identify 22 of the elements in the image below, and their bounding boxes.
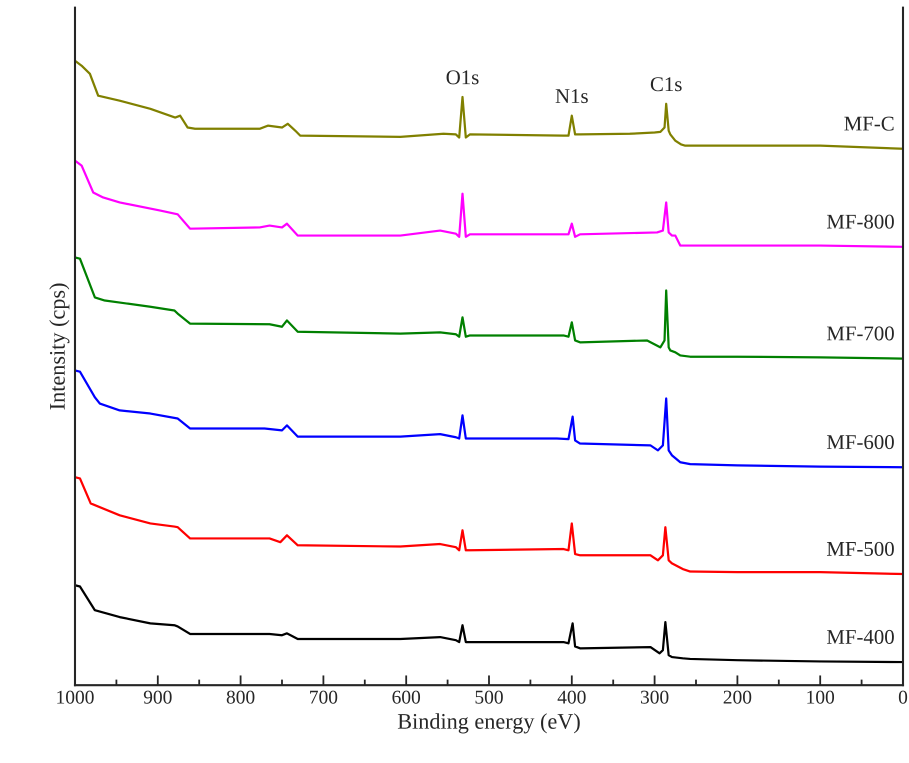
series-label: MF-500 [826, 542, 894, 556]
x-tick-label: 600 [392, 690, 420, 704]
x-tick-label: 1000 [57, 690, 94, 704]
annotation: N1s [556, 89, 588, 104]
annotation: O1s [446, 70, 479, 84]
x-tick-label: 100 [807, 690, 834, 704]
x-tick-label: 0 [898, 690, 908, 704]
x-tick-label: 800 [226, 690, 254, 704]
series-label: MF-600 [826, 435, 894, 450]
x-tick-label: 300 [640, 690, 668, 704]
series-label: MF-700 [826, 326, 894, 340]
annotation: C1s [650, 77, 682, 92]
x-tick-label: 700 [310, 690, 338, 704]
x-tick-label: 200 [724, 690, 752, 704]
series-label: MF-C [844, 116, 894, 131]
x-tick-label: 500 [476, 690, 503, 704]
x-axis-title: Binding energy (eV) [398, 713, 580, 734]
series-label: MF-800 [826, 214, 894, 229]
x-tick-label: 900 [144, 690, 172, 704]
x-tick-label: 400 [558, 690, 586, 704]
y-axis-title: Intensity (cps) [49, 284, 70, 410]
series-label: MF-400 [826, 630, 894, 644]
